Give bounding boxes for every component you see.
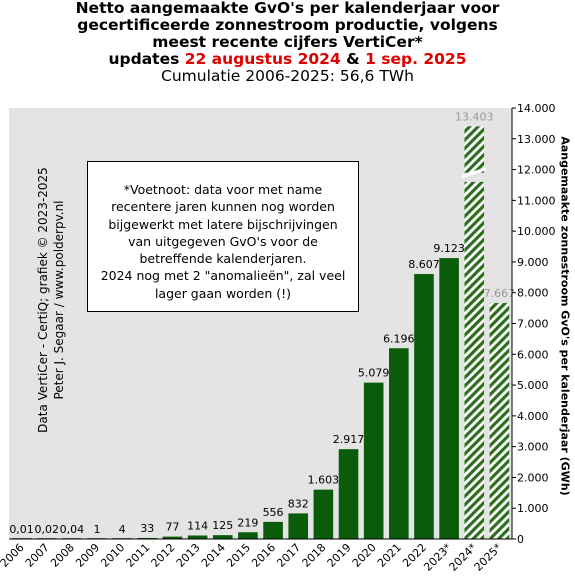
bar-2021 — [389, 348, 409, 539]
y-tick-label: 13.000 — [517, 133, 556, 146]
footnote-line: recentere jaren kunnen nog worden — [111, 199, 335, 215]
data-label-2006: 0,01 — [9, 523, 34, 536]
footnote-line: betreffende kalenderjaren. — [139, 251, 307, 267]
data-label-2018: 1.603 — [308, 474, 340, 487]
data-label-2011: 33 — [140, 522, 154, 535]
y-tick-label: 11.000 — [517, 194, 556, 207]
chart-title: Netto aangemaakte GvO's per kalenderjaar… — [0, 0, 575, 85]
data-label-2017: 832 — [288, 497, 309, 510]
credit-line-2: Peter J. Segaar / www.polderpv.nl — [52, 200, 66, 400]
bar-2018 — [313, 489, 334, 539]
y-tick-label: 7.000 — [517, 318, 549, 331]
x-tick-label-2014: 2014 — [199, 541, 228, 570]
y-tick-label: 1.000 — [517, 502, 549, 515]
bar-2011 — [137, 537, 158, 539]
data-label-2022: 8.607 — [408, 258, 440, 271]
x-tick-label-2007: 2007 — [23, 541, 52, 570]
y-axis-label: Aangemaakte zonnestroom GvO's per kalend… — [558, 136, 572, 496]
x-tick-label-2012: 2012 — [149, 541, 178, 570]
chart-subtitle: Cumulatie 2006-2025: 56,6 TWh — [161, 67, 414, 85]
bar-2017 — [288, 513, 309, 539]
data-label-2012: 77 — [165, 521, 179, 534]
x-tick-label-2015: 2015 — [224, 541, 253, 570]
bar-2024*-upper — [464, 126, 485, 173]
y-tick-label: 2.000 — [517, 471, 549, 484]
footnote-line: bijgewerkt met latere bijschrijvingen — [108, 216, 338, 232]
data-label-2025*: 7.667 — [484, 287, 516, 300]
bar-2022 — [414, 274, 434, 539]
title-updates-prefix: updates — [108, 50, 185, 68]
data-label-2009: 1 — [94, 523, 101, 536]
bar-2025* — [489, 302, 510, 539]
title-line-1: Netto aangemaakte GvO's per kalenderjaar… — [75, 0, 500, 17]
bar-2016 — [263, 521, 283, 539]
footnote-line: van uitgegeven GvO's voor de — [128, 233, 318, 249]
data-label-2007: 0,02 — [34, 523, 59, 536]
footnote-line: *Voetnoot: data voor met name — [123, 182, 323, 197]
x-tick-label-2019: 2019 — [325, 541, 354, 570]
x-tick-label-2025*: 2025* — [472, 541, 505, 574]
y-tick-label: 3.000 — [517, 441, 549, 454]
x-axis: 2006200720082009201020112012201320142015… — [0, 538, 512, 574]
x-tick-label-2010: 2010 — [98, 541, 127, 570]
bars: 0,01 0,02 0,04 1 4 33 77 114 125 219 556 832 1.603 2.… — [9, 110, 515, 539]
data-label-2015: 219 — [237, 516, 258, 529]
data-label-2014: 125 — [212, 519, 233, 532]
bar-2023* — [439, 258, 459, 539]
data-label-2024*: 13.403 — [455, 110, 494, 123]
title-ampersand: & — [340, 50, 366, 68]
bar-2014 — [212, 535, 233, 539]
bar-2024*-lower — [464, 181, 485, 539]
source-credit: Data VertiCer - CertiQ; grafiek © 2023-2… — [35, 167, 67, 433]
bar-2013 — [187, 535, 208, 539]
x-tick-label-2008: 2008 — [48, 541, 77, 570]
data-label-2008: 0,04 — [60, 523, 85, 536]
x-tick-label-2020: 2020 — [350, 541, 379, 570]
footnote-line: 2024 nog met 2 "anomalieën", zal veel — [100, 268, 346, 284]
data-label-2020: 5.079 — [358, 367, 390, 380]
y-tick-label: 5.000 — [517, 379, 549, 392]
x-tick-label-2017: 2017 — [274, 541, 303, 570]
y-tick-label: 12.000 — [517, 164, 556, 177]
data-label-2013: 114 — [187, 519, 208, 532]
data-label-2010: 4 — [119, 523, 126, 536]
y-tick-label: 14.000 — [517, 102, 556, 115]
title-line-2: gecertificeerde zonnestroom productie, v… — [77, 16, 498, 34]
y-tick-label: 4.000 — [517, 410, 549, 423]
y-tick-label: 10.000 — [517, 225, 556, 238]
data-label-2023*: 9.123 — [433, 242, 465, 255]
title-line-3: meest recente cijfers VertiCer* — [152, 33, 423, 51]
x-tick-label-2013: 2013 — [174, 541, 203, 570]
x-tick-label-2018: 2018 — [300, 541, 329, 570]
x-tick-label-2011: 2011 — [123, 541, 152, 570]
x-tick-label-2009: 2009 — [73, 541, 102, 570]
y-tick-label: 9.000 — [517, 256, 549, 269]
title-line-4: updates 22 augustus 2024 & 1 sep. 2025 — [0, 51, 575, 68]
data-label-2021: 6.196 — [383, 332, 415, 345]
credit-line-1: Data VertiCer - CertiQ; grafiek © 2023-2… — [36, 167, 50, 433]
footnote-line: lager gaan worden (!) — [154, 285, 292, 301]
x-tick-label-2021: 2021 — [375, 541, 404, 570]
title-update-date-1: 22 augustus 2024 — [184, 50, 341, 68]
y-tick-label: 6.000 — [517, 348, 549, 361]
y-tick-label: 8.000 — [517, 287, 549, 300]
footnote-box: *Voetnoot: data voor met name recentere … — [87, 161, 359, 312]
y-tick-label: 0 — [517, 533, 524, 546]
title-update-date-2: 1 sep. 2025 — [365, 50, 467, 68]
bar-2015 — [238, 532, 258, 539]
axis-break-mark — [461, 167, 487, 179]
x-tick-label-2016: 2016 — [249, 541, 278, 570]
data-label-2016: 556 — [263, 506, 284, 519]
x-tick-label-2006: 2006 — [0, 541, 27, 570]
y-axis: 0 1.000 2.000 3.000 4.000 5.000 6.000 7.000 8.00… — [511, 102, 556, 546]
data-label-2019: 2.917 — [333, 433, 365, 446]
bar-2012 — [162, 536, 183, 539]
bar-2020 — [363, 382, 384, 539]
bar-2019 — [338, 449, 359, 539]
